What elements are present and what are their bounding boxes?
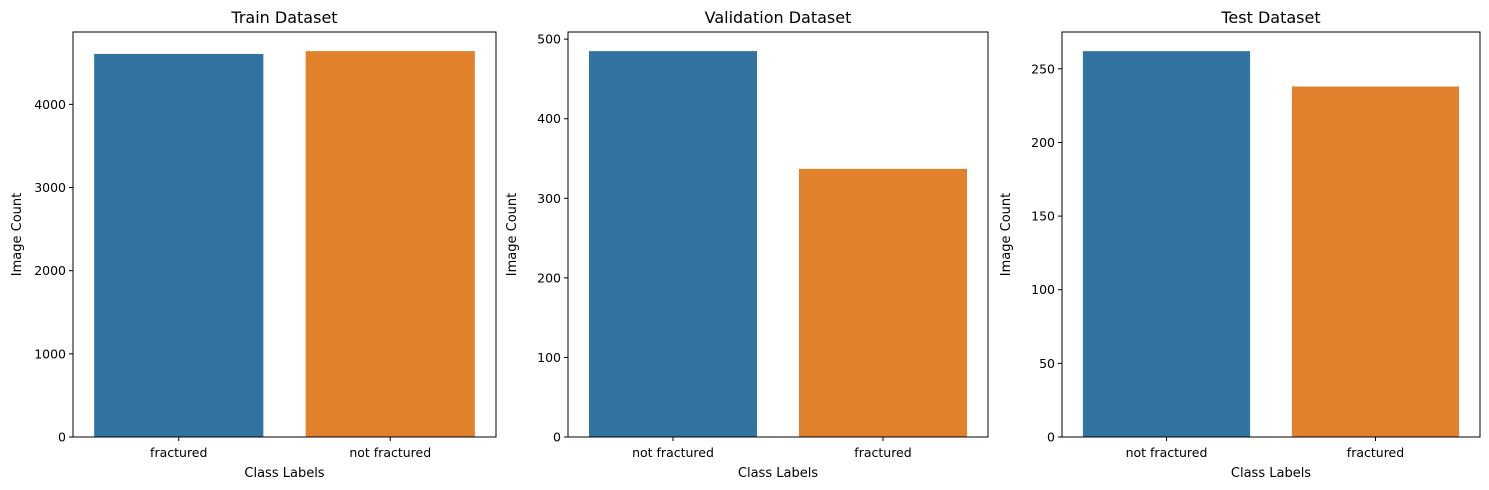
y-tick-label-2-5: 250 — [1031, 61, 1055, 76]
y-axis-label-1: Image Count — [505, 193, 520, 276]
y-tick-label-0-3: 3000 — [34, 180, 66, 195]
x-tick-label-2-1: fractured — [1347, 445, 1404, 460]
y-tick-label-2-3: 150 — [1031, 209, 1055, 224]
y-tick-label-0-4: 4000 — [34, 97, 66, 112]
chart-panel-0: fractured not fractured 0 1000 2000 3000 4000 T… — [10, 8, 497, 481]
y-tick-label-1-0: 0 — [553, 430, 561, 445]
y-tick-label-2-0: 0 — [1047, 430, 1055, 445]
x-axis-label-1: Class Labels — [738, 466, 818, 481]
y-tick-label-2-1: 50 — [1039, 356, 1055, 371]
x-tick-label-1-0: not fractured — [632, 445, 714, 460]
x-tick-label-1-1: fractured — [854, 445, 911, 460]
axes-frame-0 — [72, 31, 497, 438]
y-tick-label-0-1: 1000 — [34, 346, 66, 361]
bar-1-1 — [799, 168, 967, 438]
bar-2-1 — [1291, 86, 1460, 437]
y-tick-label-1-5: 500 — [537, 32, 561, 47]
y-axis-label-2: Image Count — [999, 193, 1014, 276]
y-tick-label-1-4: 400 — [537, 111, 561, 126]
x-axis-label-2: Class Labels — [1231, 466, 1311, 481]
bar-0-0 — [94, 53, 264, 437]
y-axis-label-0: Image Count — [10, 193, 25, 276]
y-tick-label-1-1: 100 — [537, 350, 561, 365]
y-tick-label-0-2: 2000 — [34, 263, 66, 278]
x-axis-label-0: Class Labels — [244, 466, 324, 481]
axes-frame-2 — [1061, 31, 1481, 438]
y-tick-label-1-3: 300 — [537, 191, 561, 206]
axes-frame-1 — [567, 31, 989, 438]
chart-panel-2: not fractured fractured 0 50 100 150 200 250 Tes… — [999, 8, 1481, 481]
chart-title-0: Train Dataset — [230, 8, 337, 27]
y-tick-label-2-2: 100 — [1031, 282, 1055, 297]
chart-title-2: Test Dataset — [1220, 8, 1320, 27]
bar-0-1 — [305, 51, 475, 437]
x-tick-label-0-1: not fractured — [349, 445, 431, 460]
bar-1-0 — [589, 51, 757, 438]
x-tick-label-0-0: fractured — [150, 445, 207, 460]
x-tick-label-2-0: not fractured — [1126, 445, 1208, 460]
chart-panel-1: not fractured fractured 0 100 200 300 400 500 Va… — [505, 8, 989, 481]
y-tick-label-2-4: 200 — [1031, 135, 1055, 150]
y-tick-label-0-0: 0 — [58, 430, 66, 445]
chart-title-1: Validation Dataset — [705, 8, 852, 27]
bar-2-0 — [1082, 51, 1251, 438]
y-tick-label-1-2: 200 — [537, 270, 561, 285]
